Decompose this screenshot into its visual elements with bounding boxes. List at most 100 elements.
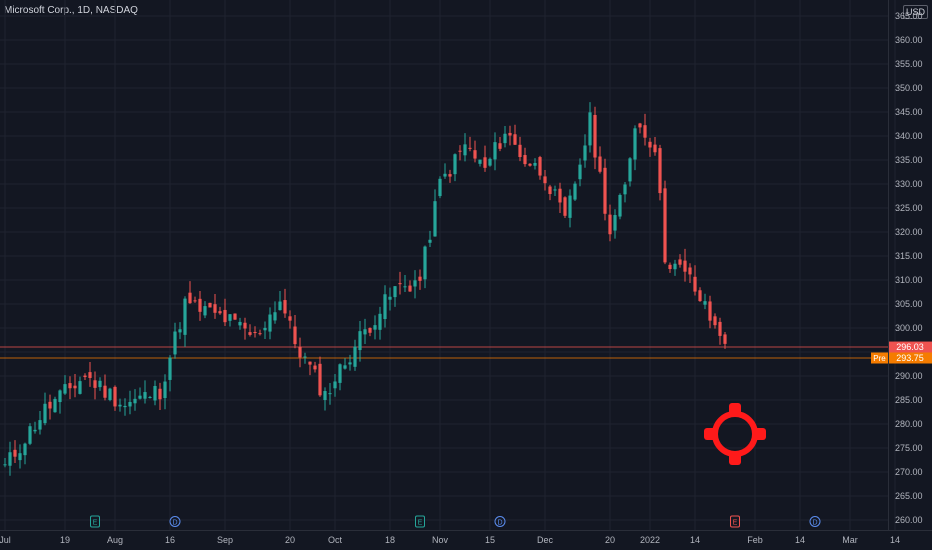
candle	[283, 288, 287, 318]
candle-body	[118, 404, 122, 407]
candle-body	[468, 147, 472, 149]
candle-body	[673, 263, 677, 270]
candle	[93, 371, 97, 400]
candle-body	[693, 276, 697, 292]
candle	[273, 301, 277, 324]
candle	[658, 144, 662, 201]
candle-body	[548, 186, 552, 195]
candle-body	[348, 362, 352, 365]
currency-button[interactable]: USD	[903, 5, 929, 19]
candle-body	[388, 296, 392, 300]
candle	[53, 396, 57, 413]
candle	[478, 159, 482, 167]
y-tick-label: 305.00	[895, 299, 923, 309]
earnings-marker[interactable]: E	[90, 515, 100, 528]
earnings-marker[interactable]: E	[730, 515, 740, 528]
candle-body	[668, 264, 672, 270]
candle	[333, 373, 337, 397]
earnings-marker[interactable]: E	[415, 515, 425, 528]
candle	[193, 296, 197, 303]
candle	[8, 441, 12, 476]
svg-text:E: E	[418, 520, 423, 527]
candle-body	[83, 375, 87, 378]
crosshair-target-icon[interactable]	[704, 403, 766, 465]
candle-body	[553, 189, 557, 191]
candle-body	[428, 239, 432, 243]
candle	[183, 296, 187, 347]
candle-body	[273, 312, 277, 321]
candle	[343, 358, 347, 370]
candle	[708, 295, 712, 329]
candle-body	[208, 302, 212, 308]
candle-body	[23, 443, 27, 456]
y-tick-label: 315.00	[895, 251, 923, 261]
candle	[43, 392, 47, 426]
candle	[683, 248, 687, 282]
y-tick-label: 310.00	[895, 275, 923, 285]
candle	[323, 387, 327, 411]
dividend-marker[interactable]: D	[809, 516, 821, 527]
candle	[163, 374, 167, 410]
y-tick-label: 355.00	[895, 59, 923, 69]
pre-market-badge-label: Pre	[873, 354, 886, 363]
candle	[153, 380, 157, 406]
candle-body	[703, 301, 707, 305]
candle-body	[423, 246, 427, 280]
candle-body	[508, 132, 512, 136]
candle	[213, 294, 217, 319]
candle-body	[328, 393, 332, 395]
candle-body	[358, 331, 362, 351]
candle	[628, 157, 632, 187]
candle	[678, 254, 682, 268]
chart-title: Microsoft Corp., 1D, NASDAQ	[4, 5, 138, 16]
candle	[713, 313, 717, 329]
x-tick-label: 16	[165, 535, 175, 545]
candle-body	[498, 143, 502, 149]
candle	[218, 306, 222, 315]
candle	[123, 398, 127, 416]
candle	[438, 176, 442, 199]
candle-body	[363, 329, 367, 335]
svg-text:D: D	[497, 520, 502, 527]
candle	[198, 290, 202, 321]
candle	[453, 153, 457, 182]
x-tick-label: Oct	[328, 535, 343, 545]
candle-body	[373, 325, 377, 330]
candle-body	[603, 167, 607, 214]
svg-text:D: D	[172, 520, 177, 527]
candle	[523, 147, 527, 167]
candle-body	[418, 276, 422, 281]
candle	[518, 136, 522, 162]
candle	[68, 376, 72, 400]
candle-body	[168, 357, 172, 380]
candle-body	[393, 286, 397, 298]
candle	[593, 106, 597, 170]
candle	[338, 363, 342, 391]
candle	[498, 136, 502, 152]
candle-body	[303, 356, 307, 358]
candle-body	[38, 420, 42, 430]
candle	[353, 339, 357, 371]
candle-body	[93, 380, 97, 388]
x-tick-label: Aug	[107, 535, 123, 545]
candle	[58, 389, 62, 414]
candle-body	[678, 259, 682, 265]
candle-body	[318, 363, 322, 396]
dividend-marker[interactable]: D	[169, 516, 181, 527]
candle-body	[293, 326, 297, 345]
svg-text:E: E	[93, 520, 98, 527]
candle	[88, 362, 92, 387]
candle-body	[383, 294, 387, 320]
candle-body	[213, 304, 217, 313]
candle-body	[193, 300, 197, 302]
x-tick-label: 19	[60, 535, 70, 545]
candle-body	[263, 327, 267, 331]
candle-body	[78, 381, 82, 394]
dividend-marker[interactable]: D	[494, 516, 506, 527]
candle-body	[233, 313, 237, 320]
x-tick-label: 20	[605, 535, 615, 545]
x-tick-label: Dec	[537, 535, 554, 545]
price-label-pre: 293.75	[896, 353, 924, 363]
